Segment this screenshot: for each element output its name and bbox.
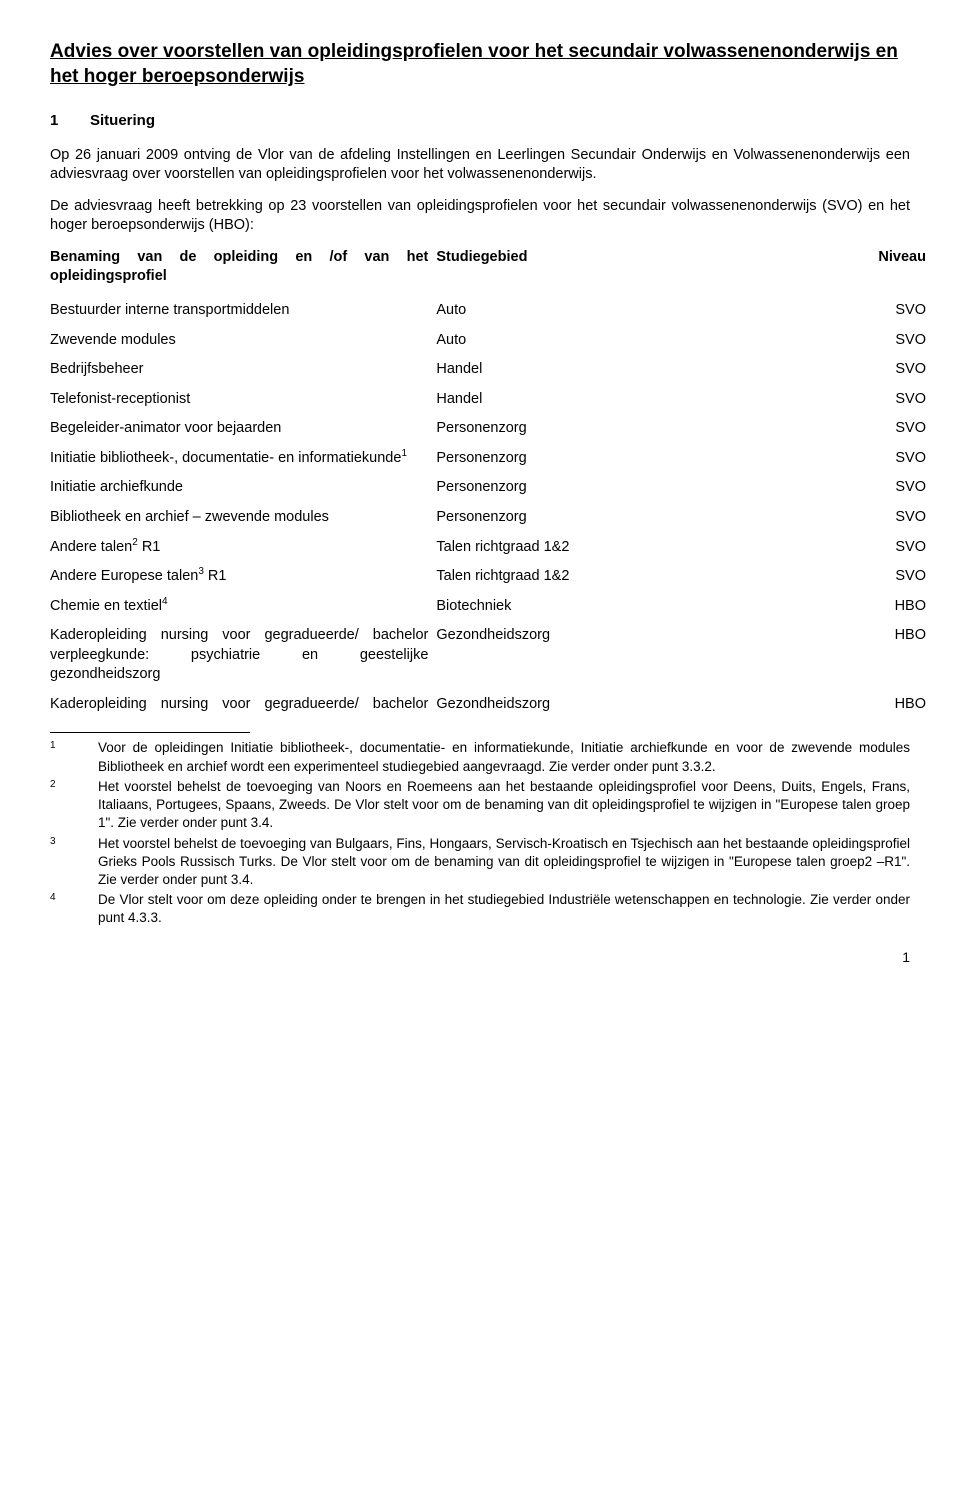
table-cell-field: Talen richtgraad 1&2	[436, 567, 745, 587]
table-cell-field: Auto	[436, 301, 745, 321]
table-cell-level: HBO	[745, 695, 926, 715]
table-cell-level: SVO	[745, 538, 926, 558]
table-cell-name: Andere Europese talen3 R1	[50, 567, 436, 587]
table-cell-field: Personenzorg	[436, 419, 745, 439]
table-cell-name: Telefonist-receptionist	[50, 390, 436, 410]
section-label: Situering	[90, 112, 155, 129]
paragraph-1: Op 26 januari 2009 ontving de Vlor van d…	[50, 146, 910, 185]
table-cell-name: Initiatie bibliotheek-, documentatie- en…	[50, 449, 436, 469]
table-header-row: Benaming van de opleiding en /of van het…	[50, 248, 910, 287]
table-row: Initiatie archiefkundePersonenzorgSVO	[50, 478, 910, 498]
footnote-text: Voor de opleidingen Initiatie bibliothee…	[98, 739, 910, 775]
table-cell-name: Bibliotheek en archief – zwevende module…	[50, 508, 436, 528]
table-cell-level: SVO	[745, 301, 926, 321]
table-row: Andere Europese talen3 R1Talen richtgraa…	[50, 567, 910, 587]
table-cell-level: SVO	[745, 567, 926, 587]
table-cell-field: Personenzorg	[436, 508, 745, 528]
page-title: Advies over voorstellen van opleidingspr…	[50, 40, 910, 89]
table-cell-field: Auto	[436, 331, 745, 351]
table-cell-field: Handel	[436, 390, 745, 410]
table-cell-name: Kaderopleiding nursing voor gegradueerde…	[50, 695, 436, 715]
table-header-col2: Studiegebied	[436, 248, 745, 268]
table-cell-name: Kaderopleiding nursing voor gegradueerde…	[50, 626, 436, 685]
table-row: Begeleider-animator voor bejaardenPerson…	[50, 419, 910, 439]
footnote: 4De Vlor stelt voor om deze opleiding on…	[50, 891, 910, 927]
table-row: Kaderopleiding nursing voor gegradueerde…	[50, 626, 910, 685]
table-cell-name: Begeleider-animator voor bejaarden	[50, 419, 436, 439]
table-cell-level: SVO	[745, 419, 926, 439]
page-number: 1	[50, 948, 910, 967]
footnote-rule	[50, 732, 250, 733]
profiles-table: Benaming van de opleiding en /of van het…	[50, 248, 910, 715]
table-cell-field: Biotechniek	[436, 597, 745, 617]
table-row: Bibliotheek en archief – zwevende module…	[50, 508, 910, 528]
footnote: 2Het voorstel behelst de toevoeging van …	[50, 778, 910, 833]
table-cell-level: SVO	[745, 390, 926, 410]
table-row: Initiatie bibliotheek-, documentatie- en…	[50, 449, 910, 469]
table-cell-field: Handel	[436, 360, 745, 380]
table-cell-level: SVO	[745, 331, 926, 351]
table-cell-field: Gezondheidszorg	[436, 695, 745, 715]
section-number: 1	[50, 111, 90, 131]
table-row: Andere talen2 R1Talen richtgraad 1&2SVO	[50, 538, 910, 558]
footnote-text: Het voorstel behelst de toevoeging van N…	[98, 778, 910, 833]
footnote-text: Het voorstel behelst de toevoeging van B…	[98, 835, 910, 890]
table-cell-field: Personenzorg	[436, 449, 745, 469]
paragraph-2: De adviesvraag heeft betrekking op 23 vo…	[50, 197, 910, 236]
footnote-number: 2	[50, 778, 98, 833]
table-header-col1: Benaming van de opleiding en /of van het…	[50, 248, 436, 287]
table-row: Kaderopleiding nursing voor gegradueerde…	[50, 695, 910, 715]
table-cell-name: Bedrijfsbeheer	[50, 360, 436, 380]
table-row: BedrijfsbeheerHandelSVO	[50, 360, 910, 380]
footnote-text: De Vlor stelt voor om deze opleiding ond…	[98, 891, 910, 927]
footnote-number: 1	[50, 739, 98, 775]
table-cell-field: Gezondheidszorg	[436, 626, 745, 646]
table-cell-level: HBO	[745, 597, 926, 617]
table-cell-name: Bestuurder interne transportmiddelen	[50, 301, 436, 321]
table-row: Chemie en textiel4BiotechniekHBO	[50, 597, 910, 617]
table-cell-level: HBO	[745, 626, 926, 646]
table-cell-level: SVO	[745, 360, 926, 380]
footnote-ref: 1	[401, 448, 407, 459]
table-cell-field: Personenzorg	[436, 478, 745, 498]
footnotes: 1Voor de opleidingen Initiatie bibliothe…	[50, 732, 910, 927]
section-heading: 1Situering	[50, 111, 910, 131]
footnote-ref: 4	[162, 596, 168, 607]
table-row: Telefonist-receptionistHandelSVO	[50, 390, 910, 410]
footnote-number: 4	[50, 891, 98, 927]
table-row: Bestuurder interne transportmiddelenAuto…	[50, 301, 910, 321]
footnote: 1Voor de opleidingen Initiatie bibliothe…	[50, 739, 910, 775]
footnote-number: 3	[50, 835, 98, 890]
footnote: 3Het voorstel behelst de toevoeging van …	[50, 835, 910, 890]
table-cell-name: Initiatie archiefkunde	[50, 478, 436, 498]
table-header-col3: Niveau	[745, 248, 926, 268]
table-cell-name: Chemie en textiel4	[50, 597, 436, 617]
table-row: Zwevende modulesAutoSVO	[50, 331, 910, 351]
table-cell-field: Talen richtgraad 1&2	[436, 538, 745, 558]
table-cell-level: SVO	[745, 449, 926, 469]
table-cell-name: Andere talen2 R1	[50, 538, 436, 558]
table-cell-name: Zwevende modules	[50, 331, 436, 351]
table-cell-level: SVO	[745, 508, 926, 528]
table-cell-level: SVO	[745, 478, 926, 498]
